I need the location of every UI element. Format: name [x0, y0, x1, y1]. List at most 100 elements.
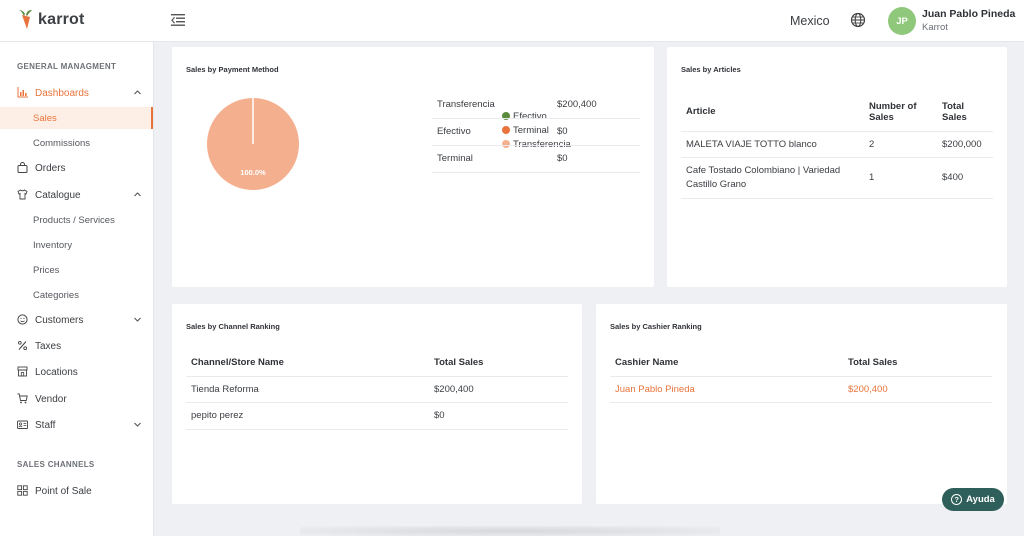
sidebar-item-label: Point of Sale	[35, 485, 92, 497]
sidebar-item-locations[interactable]: Locations	[0, 361, 153, 383]
store-icon	[17, 366, 28, 377]
table-row: Cafe Tostado Colombiano | Variedad Castil…	[681, 157, 993, 199]
cashier-name-cell[interactable]: Juan Pablo Pineda	[610, 376, 843, 403]
chevron-down-icon	[134, 422, 141, 427]
avatar[interactable]: JP	[888, 7, 916, 35]
sidebar-item-label: Orders	[35, 162, 66, 174]
sidebar-item-label: Inventory	[33, 239, 73, 251]
column-header-cashier: Cashier Name	[610, 349, 843, 377]
total-cell: $0	[429, 402, 568, 430]
article-cell: Cafe Tostado Colombiano | Variedad Castil…	[681, 157, 864, 199]
sidebar-item-products-services[interactable]: Products / Services	[0, 209, 153, 231]
column-header-article: Article	[681, 93, 864, 132]
sidebar-item-label: Products / Services	[33, 214, 115, 226]
column-header-total-sales: Total Sales	[843, 349, 992, 377]
payment-pie-chart: 100.0%	[207, 98, 299, 190]
chevron-down-icon	[134, 317, 141, 322]
sidebar-item-label: Vendor	[35, 393, 67, 405]
sidebar-item-label: Taxes	[35, 340, 62, 352]
table-header-row: Article Number of Sales Total Sales	[681, 93, 993, 132]
sidebar-item-orders[interactable]: Orders	[0, 157, 153, 179]
sidebar-item-label: Dashboards	[35, 87, 89, 99]
user-name[interactable]: Juan Pablo Pineda	[922, 8, 1016, 20]
scroll-shadow	[300, 526, 720, 536]
column-header-channel: Channel/Store Name	[186, 349, 429, 377]
cashier-ranking-card: Sales by Cashier Ranking Cashier Name To…	[596, 304, 1007, 504]
sidebar-item-vendor[interactable]: Vendor	[0, 388, 153, 410]
country-selector[interactable]: Mexico	[790, 14, 830, 28]
sidebar-item-label: Catalogue	[35, 189, 81, 201]
table-header-row: Channel/Store Name Total Sales	[186, 349, 568, 377]
sidebar-item-categories[interactable]: Categories	[0, 284, 153, 306]
table-row: Tienda Reforma $200,400	[186, 376, 568, 403]
table-row: Transferencia $200,400	[432, 91, 640, 119]
card-title: Sales by Cashier Ranking	[610, 322, 702, 331]
sidebar-item-label: Prices	[33, 264, 60, 276]
section-title-channels: SALES CHANNELS	[17, 460, 95, 469]
sidebar: GENERAL MANAGMENT Dashboards Sales Commi…	[0, 42, 154, 536]
total-cell: $200,400	[843, 376, 992, 403]
sidebar-item-taxes[interactable]: Taxes	[0, 335, 153, 357]
sidebar-item-label: Sales	[33, 112, 57, 124]
card-title: Sales by Channel Ranking	[186, 322, 280, 331]
amount-cell: $0	[552, 145, 640, 173]
table-row: pepito perez $0	[186, 402, 568, 430]
total-cell: $400	[937, 157, 993, 199]
sidebar-item-staff[interactable]: Staff	[0, 414, 153, 436]
table-row: Terminal $0	[432, 145, 640, 173]
globe-icon[interactable]	[850, 12, 866, 28]
cart-icon	[17, 393, 28, 404]
logo[interactable]: karrot	[18, 9, 85, 31]
sidebar-item-prices[interactable]: Prices	[0, 259, 153, 281]
sidebar-item-label: Categories	[33, 289, 79, 301]
total-cell: $200,400	[429, 376, 568, 403]
sidebar-item-sales[interactable]: Sales	[0, 107, 153, 129]
help-button[interactable]: ? Ayuda	[942, 488, 1004, 511]
top-bar: karrot Mexico JP Juan Pablo Pineda Karro…	[0, 0, 1024, 42]
article-cell: MALETA VIAJE TOTTO blanco	[681, 131, 864, 158]
pie-data-label: 100.0%	[240, 168, 266, 177]
help-label: Ayuda	[966, 494, 995, 505]
cashier-ranking-table: Cashier Name Total Sales Juan Pablo Pine…	[610, 349, 992, 403]
section-title-general: GENERAL MANAGMENT	[17, 62, 117, 71]
articles-table: Article Number of Sales Total Sales MALETA…	[681, 93, 993, 199]
sidebar-item-dashboards[interactable]: Dashboards	[0, 82, 153, 104]
sidebar-item-commissions[interactable]: Commissions	[0, 132, 153, 154]
table-row[interactable]: Juan Pablo Pineda $200,400	[610, 376, 992, 403]
payment-method-table: Transferencia $200,400 Efectivo $0 Termi…	[432, 91, 640, 173]
channel-name-cell: pepito perez	[186, 402, 429, 430]
question-icon: ?	[951, 494, 963, 505]
shirt-icon	[17, 189, 28, 200]
sidebar-item-label: Locations	[35, 366, 78, 378]
smiley-icon	[17, 314, 28, 325]
app-name: karrot	[38, 11, 85, 28]
menu-collapse-icon[interactable]	[171, 13, 187, 27]
payment-method-card: Sales by Payment Method 100.0% Efectivo …	[172, 47, 654, 287]
amount-cell: $200,400	[552, 91, 640, 119]
count-cell: 1	[864, 157, 937, 199]
card-title: Sales by Payment Method	[186, 65, 279, 74]
method-cell: Transferencia	[432, 91, 552, 119]
grid-icon	[17, 485, 28, 496]
shopping-bag-icon	[17, 162, 28, 173]
sidebar-item-label: Staff	[35, 419, 56, 431]
table-row: Efectivo $0	[432, 118, 640, 146]
method-cell: Efectivo	[432, 118, 552, 146]
user-org: Karrot	[922, 22, 948, 33]
total-cell: $200,000	[937, 131, 993, 158]
column-header-total-sales: Total Sales	[429, 349, 568, 377]
channel-ranking-card: Sales by Channel Ranking Channel/Store N…	[172, 304, 582, 504]
card-title: Sales by Articles	[681, 65, 741, 74]
method-cell: Terminal	[432, 145, 552, 173]
column-header-total-sales: Total Sales	[937, 93, 993, 132]
articles-card: Sales by Articles Article Number of Sales…	[667, 47, 1007, 287]
sidebar-item-catalogue[interactable]: Catalogue	[0, 184, 153, 206]
sidebar-item-point-of-sale[interactable]: Point of Sale	[0, 480, 153, 502]
channel-ranking-table: Channel/Store Name Total Sales Tienda Re…	[186, 349, 568, 430]
sidebar-item-customers[interactable]: Customers	[0, 309, 153, 331]
table-row: MALETA VIAJE TOTTO blanco 2 $200,000	[681, 131, 993, 158]
sidebar-item-inventory[interactable]: Inventory	[0, 234, 153, 256]
percent-icon	[17, 340, 28, 351]
sidebar-item-label: Commissions	[33, 137, 91, 149]
count-cell: 2	[864, 131, 937, 158]
